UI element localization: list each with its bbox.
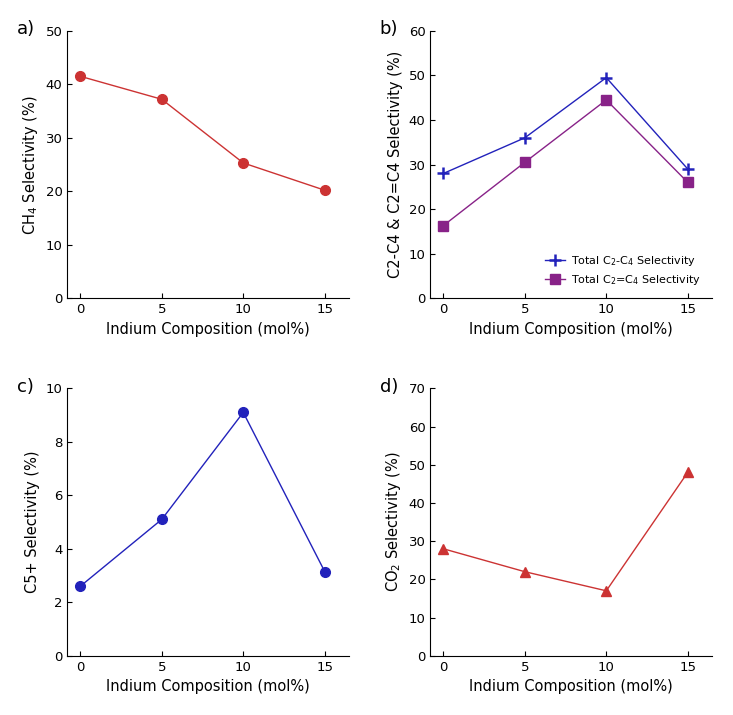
X-axis label: Indium Composition (mol%): Indium Composition (mol%) [106,322,310,337]
Y-axis label: CH$_4$ Selectivity (%): CH$_4$ Selectivity (%) [21,94,40,235]
Total C$_2$-C$_4$ Selectivity [602,74,611,82]
X-axis label: Indium Composition (mol%): Indium Composition (mol%) [469,679,673,694]
Text: b): b) [380,20,398,38]
Text: c): c) [17,378,34,395]
Total C$_2$=C$_4$ Selectivity [683,178,692,187]
Text: d): d) [380,378,398,395]
Total C$_2$-C$_4$ Selectivity [683,164,692,173]
Total C$_2$=C$_4$ Selectivity [602,96,611,104]
X-axis label: Indium Composition (mol%): Indium Composition (mol%) [469,322,673,337]
Legend: Total C$_2$-C$_4$ Selectivity, Total C$_2$=C$_4$ Selectivity: Total C$_2$-C$_4$ Selectivity, Total C$_… [539,248,707,292]
Text: a): a) [17,20,34,38]
Total C$_2$=C$_4$ Selectivity [439,222,448,230]
Total C$_2$-C$_4$ Selectivity [520,134,529,142]
Y-axis label: C2-C4 & C2=C4 Selectivity (%): C2-C4 & C2=C4 Selectivity (%) [388,51,403,278]
X-axis label: Indium Composition (mol%): Indium Composition (mol%) [106,679,310,694]
Line: Total C$_2$=C$_4$ Selectivity: Total C$_2$=C$_4$ Selectivity [439,95,692,230]
Total C$_2$=C$_4$ Selectivity [520,158,529,167]
Y-axis label: CO$_2$ Selectivity (%): CO$_2$ Selectivity (%) [384,452,403,592]
Y-axis label: C5+ Selectivity (%): C5+ Selectivity (%) [25,450,40,593]
Total C$_2$-C$_4$ Selectivity [439,169,448,178]
Line: Total C$_2$-C$_4$ Selectivity: Total C$_2$-C$_4$ Selectivity [437,72,694,179]
